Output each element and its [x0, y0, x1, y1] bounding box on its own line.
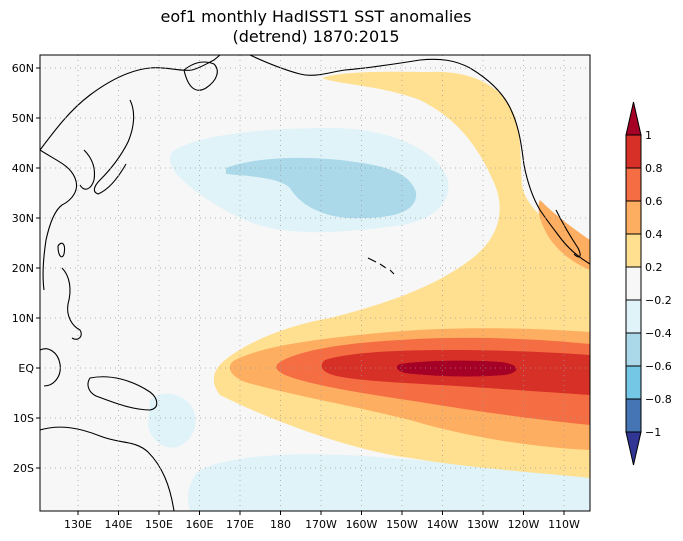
- colorbar-segment: [625, 332, 642, 367]
- contour-pos-above-1: [396, 360, 517, 377]
- title-line-1: eof1 monthly HadISST1 SST anomalies: [161, 7, 472, 26]
- colorbar-segment: [625, 398, 642, 433]
- lat-tick-label: 20S: [13, 462, 34, 475]
- colorbar-label: 0.4: [645, 228, 663, 241]
- map-frame: [39, 54, 591, 512]
- lon-tick-label: 110W: [548, 518, 580, 531]
- colorbar-segment: [625, 266, 642, 301]
- coast-borneo: [40, 348, 61, 387]
- gridlines: [40, 55, 590, 511]
- coast-japan: [93, 99, 135, 195]
- longitude-tick-labels: 130E 140E 150E 160E 170E 180 170W 160W 150W 140W 1…: [64, 511, 580, 531]
- colorbar-segment: [625, 167, 642, 202]
- anomaly-contours: [40, 55, 590, 511]
- lat-tick-label: 20N: [12, 262, 34, 275]
- coastlines: [40, 55, 590, 511]
- lon-tick-label: 170W: [305, 518, 337, 531]
- lat-tick-label: 30N: [12, 212, 34, 225]
- colorbar-segment: [625, 365, 642, 400]
- colorbar-label: −0.4: [645, 327, 672, 340]
- coast-philippines: [61, 267, 82, 340]
- lon-tick-label: 160E: [186, 518, 214, 531]
- colorbar-label: −0.2: [645, 294, 672, 307]
- title-line-2: (detrend) 1870:2015: [232, 27, 399, 46]
- lon-tick-label: 120W: [508, 518, 540, 531]
- lon-tick-label: 160W: [346, 518, 378, 531]
- colorbar-segment: [625, 299, 642, 334]
- lat-tick-label: 50N: [12, 112, 34, 125]
- lat-tick-label: 60N: [12, 62, 34, 75]
- lon-tick-label: 140E: [105, 518, 133, 531]
- colorbar-label: 0.8: [645, 162, 663, 175]
- lon-tick-label: 130W: [467, 518, 499, 531]
- coast-new-guinea: [87, 376, 158, 411]
- coast-asia: [40, 55, 221, 291]
- colorbar-label: −1: [645, 426, 661, 439]
- colorbar: 1 0.8 0.6 0.4 0.2 −0.2 −0.4 −0.6 −0.8 −1: [625, 101, 672, 466]
- colorbar-label: 1: [645, 129, 652, 142]
- latitude-tick-labels: 60N 50N 40N 30N 20N 10N EQ 10S 20S: [12, 62, 40, 475]
- lon-tick-label: 180: [270, 518, 291, 531]
- lat-tick-label: 10S: [13, 412, 34, 425]
- colorbar-segment: [625, 200, 642, 235]
- colorbar-label: −0.6: [645, 360, 672, 373]
- coast-korea: [79, 149, 96, 190]
- contour-neg-0.2-sw: [148, 393, 196, 448]
- coast-australia: [40, 426, 175, 511]
- lat-tick-label: 40N: [12, 162, 34, 175]
- lon-tick-label: 130E: [64, 518, 92, 531]
- colorbar-arrow-top: [625, 101, 642, 136]
- colorbar-arrow-bottom: [625, 431, 642, 466]
- colorbar-segment: [625, 233, 642, 268]
- lon-tick-label: 150E: [145, 518, 173, 531]
- colorbar-label: −0.8: [645, 393, 672, 406]
- coast-baja: [555, 209, 581, 258]
- lon-tick-label: 170E: [226, 518, 254, 531]
- contour-neg-0.4-np: [226, 157, 417, 219]
- coast-north-america: [249, 55, 590, 265]
- coast-kamchatka: [183, 61, 218, 91]
- lat-tick-label: EQ: [18, 362, 34, 375]
- colorbar-label: 0.2: [645, 261, 663, 274]
- lon-tick-label: 140W: [427, 518, 459, 531]
- coast-islands-hawaii: [367, 257, 395, 275]
- lon-tick-label: 150W: [386, 518, 418, 531]
- lat-tick-label: 10N: [12, 312, 34, 325]
- colorbar-label: 0.6: [645, 195, 663, 208]
- colorbar-segment: [625, 134, 642, 169]
- coast-taiwan: [57, 242, 66, 258]
